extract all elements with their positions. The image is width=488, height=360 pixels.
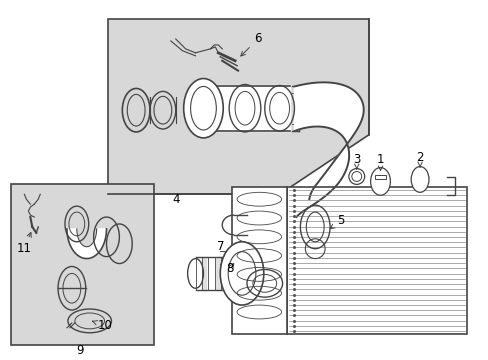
Text: 2: 2: [415, 151, 423, 167]
Circle shape: [348, 168, 364, 184]
Ellipse shape: [183, 78, 223, 138]
Ellipse shape: [410, 167, 428, 192]
Bar: [232, 187, 286, 334]
Polygon shape: [279, 135, 368, 194]
Text: 10: 10: [92, 319, 113, 332]
Text: 11: 11: [17, 233, 32, 255]
Bar: [11, 184, 154, 345]
Text: 4: 4: [172, 193, 179, 206]
Text: 5: 5: [329, 215, 344, 229]
Text: 8: 8: [226, 262, 233, 275]
Polygon shape: [67, 229, 106, 258]
Text: 7: 7: [216, 240, 224, 253]
Polygon shape: [294, 82, 363, 217]
Ellipse shape: [370, 167, 389, 195]
Bar: [286, 187, 466, 334]
Text: 6: 6: [240, 32, 261, 56]
Text: 1: 1: [376, 153, 384, 170]
Text: 9: 9: [76, 344, 83, 357]
Bar: [108, 19, 368, 194]
Text: 3: 3: [352, 153, 360, 169]
Bar: [374, 175, 386, 179]
Ellipse shape: [220, 242, 263, 305]
